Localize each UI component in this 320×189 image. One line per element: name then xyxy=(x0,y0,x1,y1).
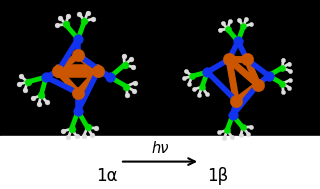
Text: hν: hν xyxy=(151,141,169,156)
Bar xyxy=(0,136,320,189)
Text: 1α: 1α xyxy=(96,167,118,185)
Text: 1β: 1β xyxy=(207,167,228,185)
